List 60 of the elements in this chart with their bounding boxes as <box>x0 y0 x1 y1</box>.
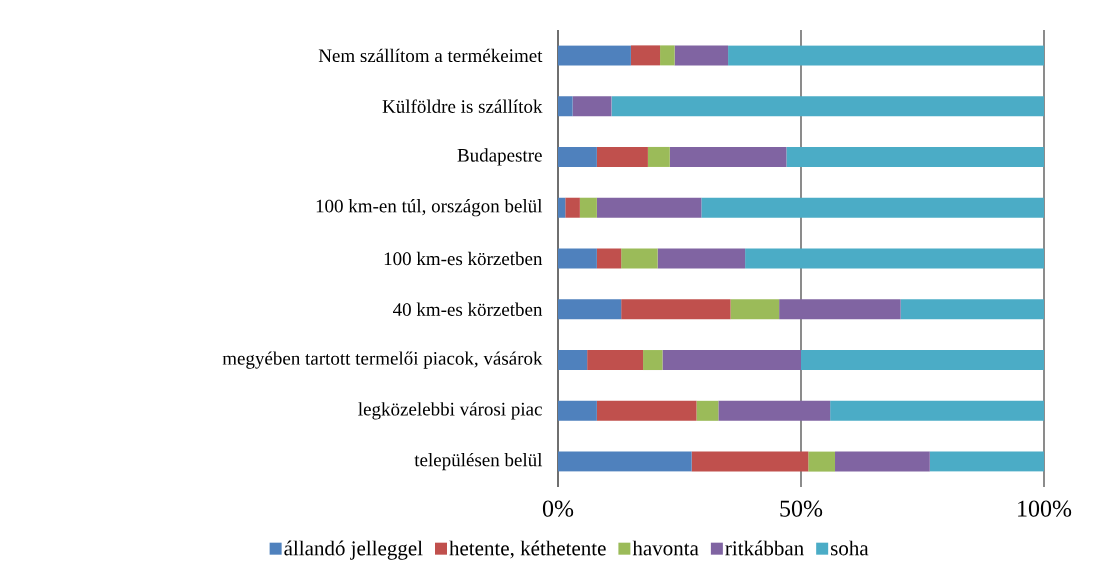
bar <box>558 45 631 66</box>
y-tick-label: Nem szállítom a termékeimet <box>318 48 543 63</box>
bar <box>900 299 1044 320</box>
legend-label: hetente, kéthetente <box>449 540 606 559</box>
bar <box>558 299 622 320</box>
bar <box>696 400 719 421</box>
bar <box>808 451 836 472</box>
bar <box>558 96 573 117</box>
bar <box>596 400 697 421</box>
bar <box>558 197 566 218</box>
y-tick-label: 100 km-en túl, országon belül <box>316 199 543 217</box>
bar <box>647 146 670 167</box>
bar <box>660 45 675 66</box>
legend-label: havonta <box>632 540 699 556</box>
bar <box>596 197 702 218</box>
bar <box>691 451 809 472</box>
bar <box>929 451 1044 472</box>
y-tick-label: legközelebbi városi piac <box>358 402 542 420</box>
legend-label: soha <box>831 540 869 556</box>
bar <box>596 248 622 269</box>
bar <box>558 350 588 371</box>
bar <box>718 400 831 421</box>
legend-label: állandó jelleggel <box>284 540 423 560</box>
bar <box>779 299 901 320</box>
y-tick-label: Budapestre <box>457 148 542 166</box>
bar <box>630 45 661 66</box>
bar <box>611 96 1044 117</box>
bar <box>728 45 1044 66</box>
bar <box>662 350 801 371</box>
x-tick-label: 0% <box>542 500 574 517</box>
legend-label: ritkábban <box>725 540 804 556</box>
bar <box>579 197 597 218</box>
bar <box>669 146 787 167</box>
bar <box>565 197 580 218</box>
y-tick-label: 100 km-es körzetben <box>384 251 543 266</box>
bar <box>558 400 597 421</box>
bar <box>745 248 1044 269</box>
bar <box>572 96 612 117</box>
bar <box>596 146 648 167</box>
y-tick-label: megyében tartott termelői piacok, vásárok <box>222 351 543 369</box>
bar <box>558 248 597 269</box>
bar <box>621 248 658 269</box>
bar <box>830 400 1044 421</box>
x-tick-label: 50% <box>780 500 823 517</box>
bar <box>558 146 597 167</box>
bar <box>835 451 930 472</box>
bar <box>621 299 731 320</box>
bar <box>643 350 663 371</box>
y-tick-label: 40 km-es körzetben <box>393 302 543 316</box>
bar <box>558 451 692 472</box>
bar <box>674 45 729 66</box>
bar <box>730 299 780 320</box>
x-tick-label: 100% <box>1018 500 1072 517</box>
bar <box>801 350 1044 371</box>
bar <box>657 248 746 269</box>
y-tick-label: Külföldre is szállítok <box>382 99 543 113</box>
bar <box>701 197 1044 218</box>
bar <box>587 350 644 371</box>
y-tick-label: településen belül <box>414 452 543 471</box>
bar <box>786 146 1044 167</box>
